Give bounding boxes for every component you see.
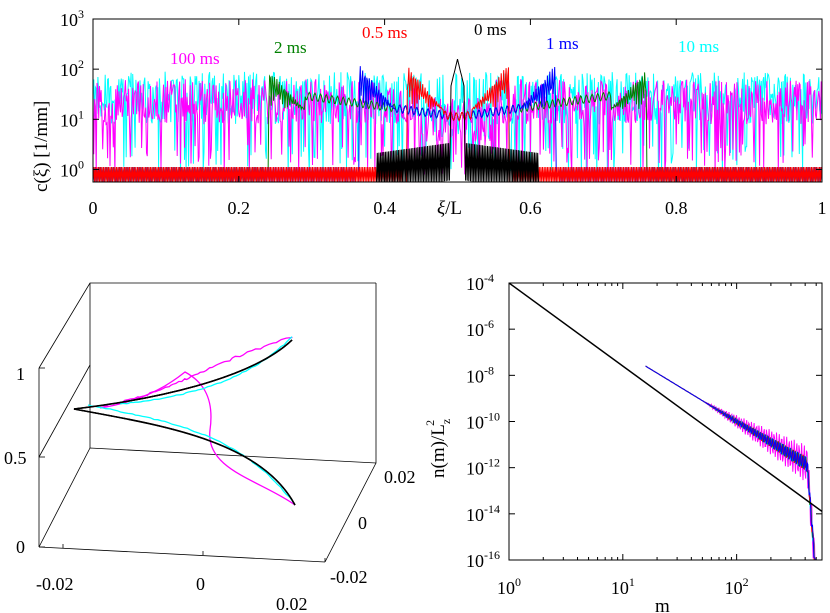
box-back-edges	[38, 283, 377, 548]
top-xtick-label: 1	[818, 198, 827, 218]
3d-ztick-0: 0	[16, 537, 25, 557]
label-0ms: 0 ms	[474, 20, 507, 39]
3d-ztick-0p5: 0.5	[4, 448, 27, 468]
br-ytick-label: 10-8	[466, 363, 494, 386]
top-ylabel: c(ξ) [1/mm]	[31, 101, 52, 192]
label-2ms: 2 ms	[274, 38, 307, 57]
br-ytick-label: 10-4	[466, 271, 494, 294]
br-series-4	[645, 365, 816, 560]
br-ytick-label: 10-6	[466, 317, 494, 340]
top-xticks: 0 0.2 0.4 0.6 0.8 1	[89, 19, 827, 218]
top-series-100-ms	[92, 79, 823, 175]
top-ytick-label: 103	[60, 7, 84, 30]
br-axes-box	[508, 282, 823, 561]
top-curves	[92, 58, 823, 183]
top-panel: 0 0.2 0.4 0.6 0.8 1 100 101 102 103 ξ/L c(ξ) [1/…	[31, 7, 827, 219]
top-xtick-label: 0.8	[665, 198, 688, 218]
br-yticks: 10-4 10-6 10-8 10-10 10-12 10-14 10-16	[466, 271, 822, 571]
label-1ms: 1 ms	[546, 34, 579, 53]
3d-ytick-002: 0.02	[384, 467, 416, 487]
3d-curve-black-lower	[73, 408, 296, 506]
top-xtick-label: 0.2	[228, 198, 251, 218]
top-xtick-label: 0	[89, 198, 98, 218]
svg-text:n(m)/Lz2: n(m)/Lz2	[423, 419, 453, 478]
3d-curve-cyan-lower	[87, 404, 296, 505]
label-10ms: 10 ms	[678, 37, 719, 56]
3d-curve-upper-0	[73, 339, 293, 410]
3d-curve-magenta-lower	[99, 371, 296, 506]
bottom-right-panel: 100 101 102 10-410-610-810-1010-1210-1410-…	[423, 271, 823, 613]
3d-ytick-0: 0	[358, 513, 367, 533]
br-ytick-label: 10-14	[466, 502, 500, 525]
br-curves	[509, 283, 822, 560]
3d-curve-black-upper	[73, 339, 293, 410]
3d-curves	[73, 336, 296, 506]
box-right-bottom	[324, 462, 377, 563]
3d-xtick-002: 0.02	[276, 594, 308, 613]
top-ytick-label: 101	[60, 107, 84, 130]
br-xtick-label: 101	[611, 575, 635, 598]
br-xlabel: m	[655, 596, 670, 613]
top-ytick-label: 102	[60, 57, 84, 80]
label-0p5ms: 0.5 ms	[362, 23, 407, 42]
top-series-10-ms	[92, 71, 823, 175]
top-ytick-label: 100	[60, 157, 84, 180]
br-series-0	[645, 365, 816, 560]
top-xtick-label: 0.4	[373, 198, 396, 218]
3d-xtick-m002: -0.02	[36, 574, 74, 594]
3d-ztick-1: 1	[16, 364, 25, 384]
bottom-left-3d-panel	[38, 282, 377, 563]
br-xtick-label: 100	[497, 575, 521, 598]
3d-curve-upper-3	[73, 339, 293, 410]
box-back-top	[38, 282, 376, 369]
box-front-bottom	[38, 546, 326, 563]
3d-ticks	[39, 367, 326, 562]
br-xticks: 100 101 102	[497, 283, 817, 598]
label-100ms: 100 ms	[170, 49, 220, 68]
br-ytick-label: 10-10	[466, 410, 500, 433]
br-ylabel: n(m)/Lz2	[423, 419, 453, 478]
br-ytick-label: 10-16	[466, 548, 500, 571]
top-axes-box	[92, 18, 823, 183]
br-ytick-label: 10-12	[466, 456, 500, 479]
3d-curve-upper-2	[73, 339, 293, 410]
3d-curve-magenta-upper	[100, 336, 293, 407]
3d-xtick-0: 0	[196, 574, 205, 594]
top-xlabel: ξ/L	[437, 198, 462, 219]
top-xtick-label: 0.6	[519, 198, 542, 218]
3d-ytick-m002: -0.02	[330, 567, 368, 587]
br-xtick-label: 102	[725, 575, 749, 598]
3d-curve-upper-1	[73, 339, 293, 410]
zgrid-mid	[38, 364, 91, 458]
top-yticks: 100 101 102 103	[60, 7, 822, 180]
br-power-law-line	[509, 283, 822, 513]
